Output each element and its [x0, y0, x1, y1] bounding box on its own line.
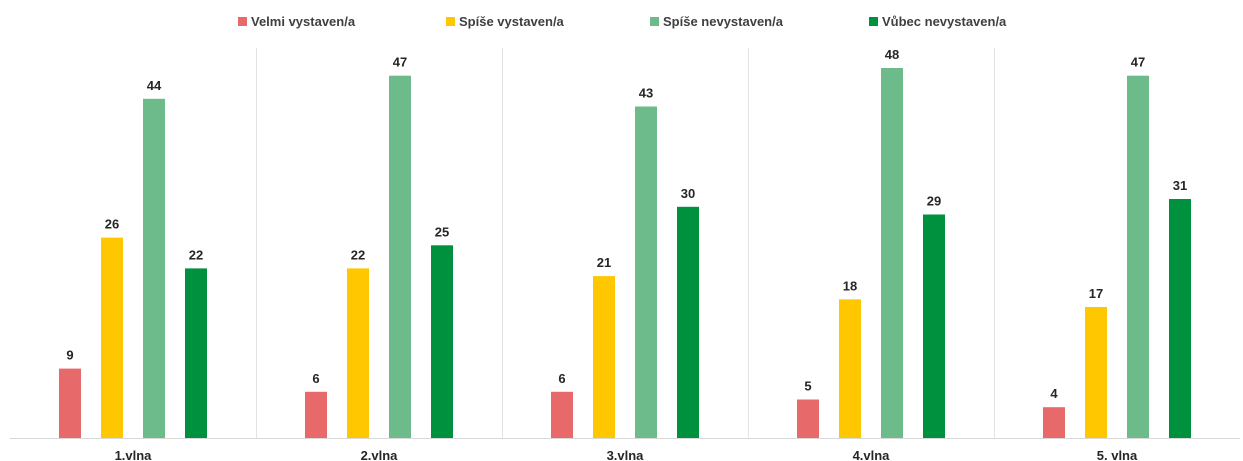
bar	[101, 237, 123, 438]
bar	[923, 214, 945, 438]
data-label: 47	[1131, 55, 1145, 70]
bar	[305, 391, 327, 439]
legend-swatch	[650, 17, 659, 26]
data-label: 44	[147, 78, 162, 93]
bar	[797, 399, 819, 438]
data-label: 18	[843, 278, 857, 293]
legend-swatch	[238, 17, 247, 26]
bar	[1043, 407, 1065, 438]
data-label: 9	[66, 348, 73, 363]
bar	[389, 75, 411, 438]
bars	[59, 68, 1191, 439]
legend-label: Vůbec nevystaven/a	[882, 14, 1007, 29]
legend-label: Velmi vystaven/a	[251, 14, 356, 29]
category-label: 2.vlna	[361, 448, 399, 461]
data-label: 31	[1173, 178, 1187, 193]
category-labels: 1.vlna 2.vlna 3.vlna 4.vlna 5. vlna	[115, 448, 1138, 461]
data-label: 26	[105, 217, 119, 232]
legend-label: Spíše nevystaven/a	[663, 14, 784, 29]
legend-swatch	[869, 17, 878, 26]
bar	[677, 206, 699, 439]
data-label: 22	[189, 247, 203, 262]
data-label: 22	[351, 247, 365, 262]
category-label: 1.vlna	[115, 448, 153, 461]
category-separators	[256, 48, 995, 438]
category-label: 4.vlna	[853, 448, 891, 461]
data-label: 48	[885, 47, 899, 62]
bar	[593, 276, 615, 438]
data-label: 29	[927, 194, 941, 209]
bar	[839, 299, 861, 439]
bar	[59, 368, 81, 438]
data-label: 4	[1050, 386, 1058, 401]
bar	[431, 245, 453, 438]
bar	[1127, 75, 1149, 438]
legend-label: Spíše vystaven/a	[459, 14, 565, 29]
legend-swatch	[446, 17, 455, 26]
data-label: 21	[597, 255, 611, 270]
bar	[551, 391, 573, 439]
data-label: 43	[639, 86, 653, 101]
category-label: 5. vlna	[1097, 448, 1138, 461]
data-label: 47	[393, 55, 407, 70]
data-label: 5	[804, 379, 811, 394]
data-label: 25	[435, 224, 449, 239]
data-label: 6	[312, 371, 319, 386]
bar	[185, 268, 207, 438]
data-label: 30	[681, 186, 695, 201]
bar	[1085, 307, 1107, 438]
bar	[347, 268, 369, 438]
data-label: 17	[1089, 286, 1103, 301]
bar	[881, 68, 903, 438]
bar	[143, 98, 165, 439]
bar	[1169, 199, 1191, 438]
data-labels: 9 26 44 22 6 22 47 25 6 21 43 30 5 18 48 29 4 17 47 31	[66, 47, 1187, 401]
bar	[635, 106, 657, 438]
legend: Velmi vystaven/a Spíše vystaven/a Spíše ne…	[238, 14, 1007, 29]
category-label: 3.vlna	[607, 448, 645, 461]
data-label: 6	[558, 371, 565, 386]
